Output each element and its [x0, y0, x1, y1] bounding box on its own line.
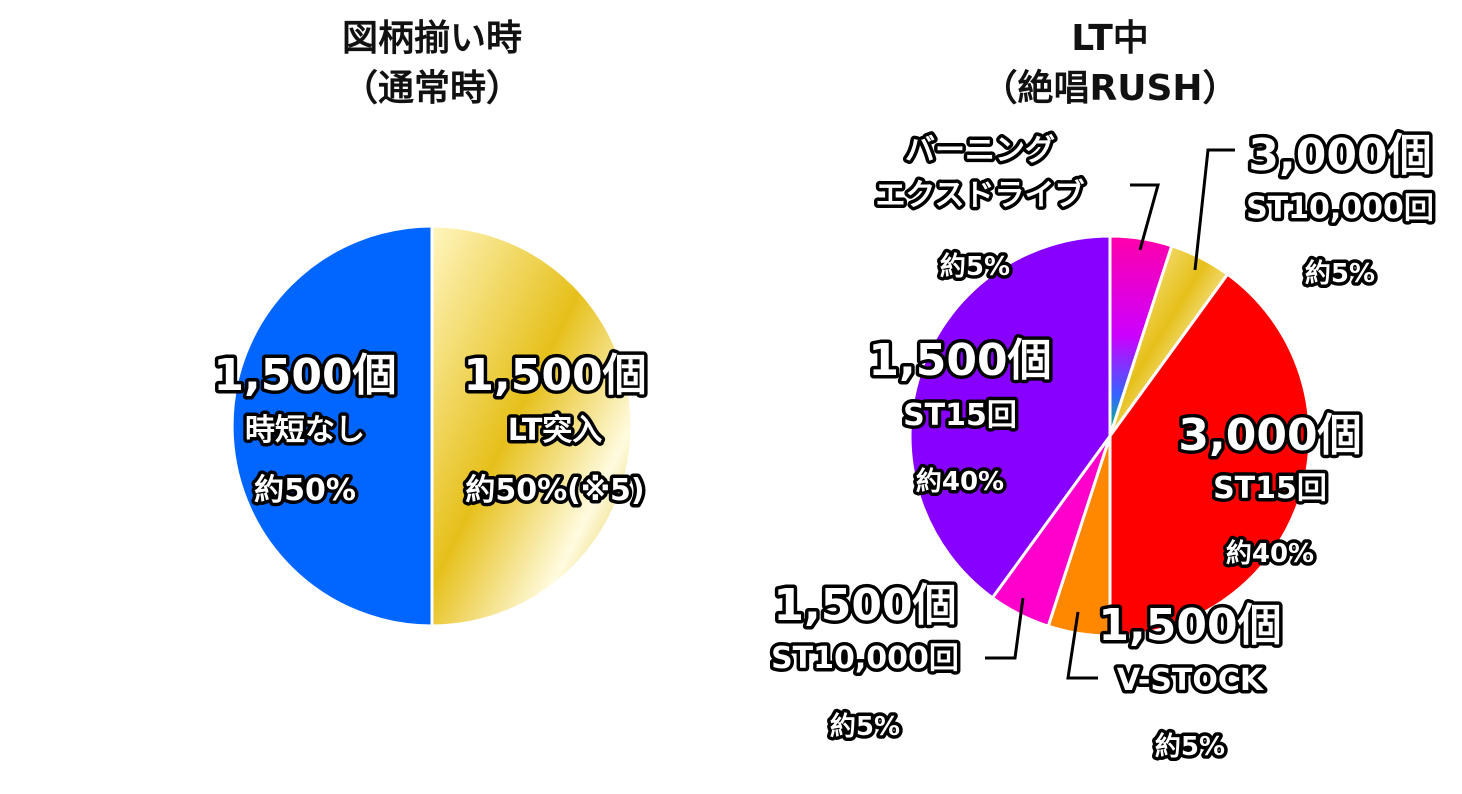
chart2-title-line1: LT中 [1071, 18, 1149, 59]
percent-label: 約5% [1155, 731, 1225, 762]
chart1-title-line2: （通常時） [342, 68, 522, 109]
percent-label: 約40% [1226, 538, 1314, 569]
detail-label: ST15回 [903, 398, 1017, 433]
chart2-label-1500-st15: 1,500個 ST15回 約40% [865, 332, 1055, 501]
leader-line-1500-st10000 [985, 597, 1025, 660]
chart2-label-1500-st10000: 1,500個 ST10,000回 約5% [768, 577, 963, 746]
detail-label: エクスドライブ [875, 178, 1084, 213]
award-label: 1,500個 [868, 335, 1051, 386]
award-label: 1,500個 [463, 350, 646, 401]
percent-label: 約5% [940, 251, 1010, 282]
detail-label: ST10,000回 [771, 641, 959, 676]
chart2-title-line2: （絶唱RUSH） [981, 67, 1238, 109]
pie2-slice-5 [908, 234, 1112, 600]
percent-label: 約5% [1305, 258, 1375, 289]
chart2-label-3000-st10000: 3,000個 ST10,000回 約5% [1243, 127, 1438, 293]
chart2-label-3000-st15: 3,000個 ST15回 約40% [1175, 407, 1365, 573]
award-label: 1,500個 [1098, 600, 1281, 651]
leader-line-1500-vstock [1066, 611, 1098, 680]
chart1-slice-label-right: 1,500個 LT突入 約50%(※5) [460, 347, 650, 512]
award-label: 3,000個 [1248, 130, 1431, 181]
detail-label: V-STOCK [1117, 663, 1265, 698]
award-label: 1,500個 [773, 580, 956, 631]
award-label: 1,500個 [213, 350, 396, 401]
detail-label: ST15回 [1213, 471, 1327, 506]
award-label: 3,000個 [1178, 410, 1361, 461]
percent-label: 約50% [254, 473, 356, 508]
detail-label: ST10,000回 [1246, 191, 1434, 226]
pie1-slice-0 [430, 224, 634, 628]
percent-label: 約50%(※5) [465, 473, 644, 508]
pie2-slice-2 [1108, 272, 1312, 638]
detail-label: LT突入 [508, 413, 603, 448]
detail-label: 時短なし [245, 413, 365, 448]
chart1-title-line1: 図柄揃い時 [342, 18, 522, 59]
chart2-label-1500-vstock: 1,500個 V-STOCK 約5% [1095, 597, 1285, 766]
pie1-slice-1 [230, 224, 434, 628]
chart1-slice-label-left: 1,500個 時短なし 約50% [210, 347, 400, 512]
percent-label: 約5% [830, 711, 900, 742]
leader-line-3000-st10000 [1193, 148, 1235, 271]
chart2-label-burning: バーニング エクスドライブ 約5% [872, 130, 1088, 286]
leader-line-burning [1130, 183, 1160, 251]
percent-label: 約40% [916, 466, 1004, 497]
award-label: バーニング [905, 133, 1055, 168]
